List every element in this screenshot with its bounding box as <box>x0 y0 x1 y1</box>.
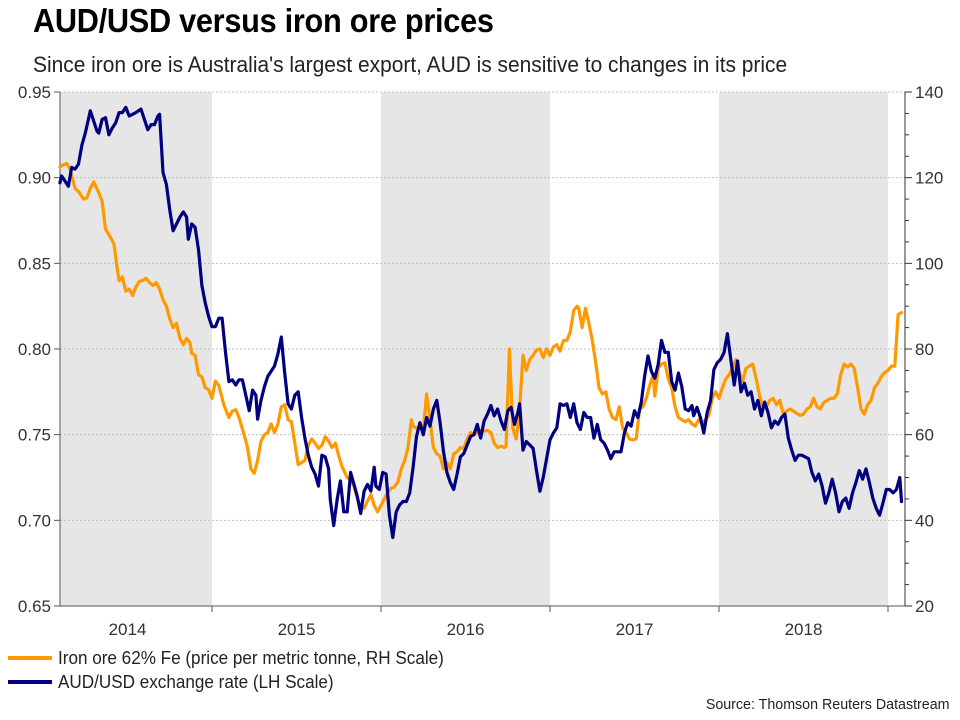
shaded-band-2018 <box>719 92 888 606</box>
legend: Iron ore 62% Fe (price per metric tonne,… <box>8 646 464 694</box>
gridlines <box>60 91 905 521</box>
right-axis-tick-label: 120 <box>915 169 943 188</box>
legend-item-iron-ore: Iron ore 62% Fe (price per metric tonne,… <box>8 646 464 670</box>
legend-label-iron-ore: Iron ore 62% Fe (price per metric tonne,… <box>58 647 444 668</box>
right-axis-tick-label: 60 <box>915 426 934 445</box>
right-axis-tick-label: 20 <box>915 597 934 616</box>
chart-title: AUD/USD versus iron ore prices <box>33 2 494 39</box>
chart-subtitle: Since iron ore is Australia's largest ex… <box>33 52 788 77</box>
left-axis-tick-label: 0.70 <box>18 511 51 530</box>
left-axis-tick-label: 0.75 <box>18 426 51 445</box>
left-axis-tick-label: 0.90 <box>18 169 51 188</box>
tick-labels: 0.65 0.70 0.75 0.80 0.85 0.90 0.95 20 40 60 80 100 1… <box>18 83 943 639</box>
x-axis-tick-label: 2016 <box>447 620 485 639</box>
audusd-line <box>58 105 904 540</box>
legend-swatch-audusd <box>8 680 52 684</box>
x-axis-tick-label: 2015 <box>278 620 316 639</box>
left-axis-tick-label: 0.65 <box>18 597 51 616</box>
x-axis-tick-label: 2018 <box>785 620 823 639</box>
right-axis-tick-label: 40 <box>915 511 934 530</box>
x-axis-tick-label: 2017 <box>616 620 654 639</box>
iron-ore-line <box>58 161 904 514</box>
series-lines <box>58 105 904 540</box>
right-axis-tick-label: 100 <box>915 254 943 273</box>
source-note: Source: Thomson Reuters Datastream <box>706 696 950 713</box>
right-axis-tick-label: 80 <box>915 340 934 359</box>
legend-swatch-iron-ore <box>8 656 52 660</box>
left-axis-tick-label: 0.85 <box>18 254 51 273</box>
legend-item-audusd: AUD/USD exchange rate (LH Scale) <box>8 670 464 694</box>
left-axis-tick-label: 0.95 <box>18 83 51 102</box>
right-axis-tick-label: 140 <box>915 83 943 102</box>
x-axis-tick-label: 2014 <box>109 620 147 639</box>
left-axis-tick-label: 0.80 <box>18 340 51 359</box>
legend-label-audusd: AUD/USD exchange rate (LH Scale) <box>58 671 334 692</box>
